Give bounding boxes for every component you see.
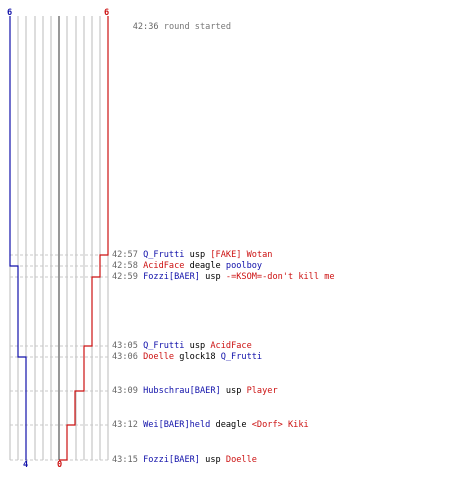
killer-name: AcidFace (143, 261, 185, 271)
killer-name: Q_Frutti (143, 250, 185, 260)
weapon-name: deagle (215, 420, 247, 430)
kill-event-row: 43:06 Doelle glock18 Q_Frutti (112, 352, 262, 363)
killer-name: Hubschrau[BAER] (143, 386, 221, 396)
weapon-name: glock18 (179, 352, 216, 362)
event-time: 43:15 (112, 455, 138, 465)
blue-end-score: 4 (23, 460, 29, 470)
event-time: 42:36 (132, 22, 159, 32)
kill-event-row: 43:12 Wei[BAER]held deagle <Dorf> Kiki (112, 420, 309, 431)
red-team-alive-line (59, 16, 109, 461)
victim-name: poolboy (225, 261, 263, 271)
killer-name: Wei[BAER]held (143, 420, 211, 430)
event-time: 42:59 (112, 272, 138, 282)
kill-event-row: 43:15 Fozzi[BAER] usp Doelle (112, 455, 257, 466)
killer-name: Fozzi[BAER] (143, 455, 200, 465)
kill-event-row: 42:57 Q_Frutti usp [FAKE] Wotan (112, 250, 272, 261)
blue-start-score: 6 (7, 8, 13, 18)
kill-event-row: 42:58 AcidFace deagle poolboy (112, 261, 262, 272)
event-time: 42:57 (112, 250, 138, 260)
victim-name: Player (246, 386, 278, 396)
victim-name: -=KSOM=-don't kill me (225, 272, 335, 282)
event-time: 42:58 (112, 261, 138, 271)
victim-name: Q_Frutti (220, 352, 263, 362)
weapon-name: deagle (189, 261, 221, 271)
kill-event-row: 43:09 Hubschrau[BAER] usp Player (112, 386, 278, 397)
victim-name: <Dorf> Kiki (251, 420, 309, 430)
event-time: 43:06 (112, 352, 138, 362)
killer-name: Q_Frutti (143, 341, 185, 351)
event-time: 43:09 (112, 386, 138, 396)
weapon-name: usp (189, 250, 206, 260)
red-start-score: 6 (104, 8, 110, 18)
red-end-score: 0 (57, 460, 63, 470)
kill-event-row: 43:05 Q_Frutti usp AcidFace (112, 341, 252, 352)
victim-name: [FAKE] Wotan (210, 250, 273, 260)
weapon-name: usp (189, 341, 206, 351)
weapon-name: usp (205, 455, 221, 465)
blue-team-alive-line (9, 16, 27, 460)
victim-name: Doelle (225, 455, 257, 465)
round-start-text: round started (163, 22, 232, 32)
event-time: 43:05 (112, 341, 138, 351)
killer-name: Fozzi[BAER] (143, 272, 200, 282)
kill-event-row: 42:59 Fozzi[BAER] usp -=KSOM=-don't kill… (112, 272, 335, 283)
weapon-name: usp (225, 386, 242, 396)
killer-name: Doelle (143, 352, 175, 362)
weapon-name: usp (205, 272, 221, 282)
round-start-row: 42:36 round started (112, 11, 231, 44)
event-time: 43:12 (112, 420, 138, 430)
victim-name: AcidFace (210, 341, 252, 351)
